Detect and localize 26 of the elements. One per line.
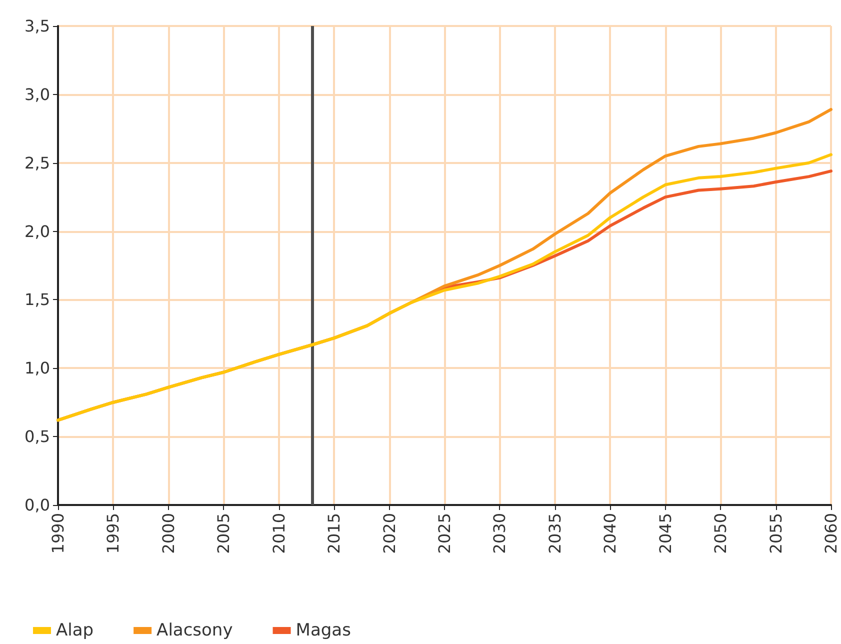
x-tick-label: 2000	[158, 513, 178, 554]
x-tick-label: 2020	[380, 513, 399, 554]
x-tick-label: 1990	[48, 513, 68, 554]
x-tick-label: 2050	[711, 513, 730, 554]
x-tick-label: 2035	[545, 513, 564, 554]
x-tick-label: 2055	[766, 513, 786, 554]
y-tick-label: 0,0	[24, 496, 50, 514]
x-tick-label: 2030	[490, 513, 510, 554]
x-tick-label: 1995	[104, 513, 123, 554]
legend-label: Magas	[296, 620, 352, 640]
legend-label: Alap	[56, 620, 94, 640]
legend-label: Alacsony	[156, 620, 233, 640]
y-tick-label: 1,5	[24, 290, 50, 310]
x-tick-label: 2040	[600, 513, 620, 554]
x-tick-label: 2045	[656, 513, 675, 554]
y-tick-label: 2,5	[24, 153, 50, 172]
x-tick-label: 2010	[269, 513, 288, 554]
x-tick-label: 2005	[214, 513, 234, 554]
y-tick-label: 2,0	[24, 222, 50, 241]
x-tick-label: 2060	[822, 513, 840, 554]
y-tick-label: 3,5	[24, 16, 50, 36]
y-tick-label: 3,0	[24, 84, 50, 104]
x-tick-label: 2015	[324, 513, 344, 554]
x-tick-label: 2025	[435, 513, 454, 554]
y-tick-label: 0,5	[24, 427, 50, 446]
y-tick-label: 1,0	[24, 358, 50, 378]
